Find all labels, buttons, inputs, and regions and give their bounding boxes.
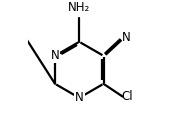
Text: N: N [75, 91, 84, 104]
Text: Cl: Cl [122, 90, 133, 103]
Text: N: N [122, 31, 131, 44]
Text: NH₂: NH₂ [68, 1, 90, 14]
Text: N: N [51, 49, 59, 62]
